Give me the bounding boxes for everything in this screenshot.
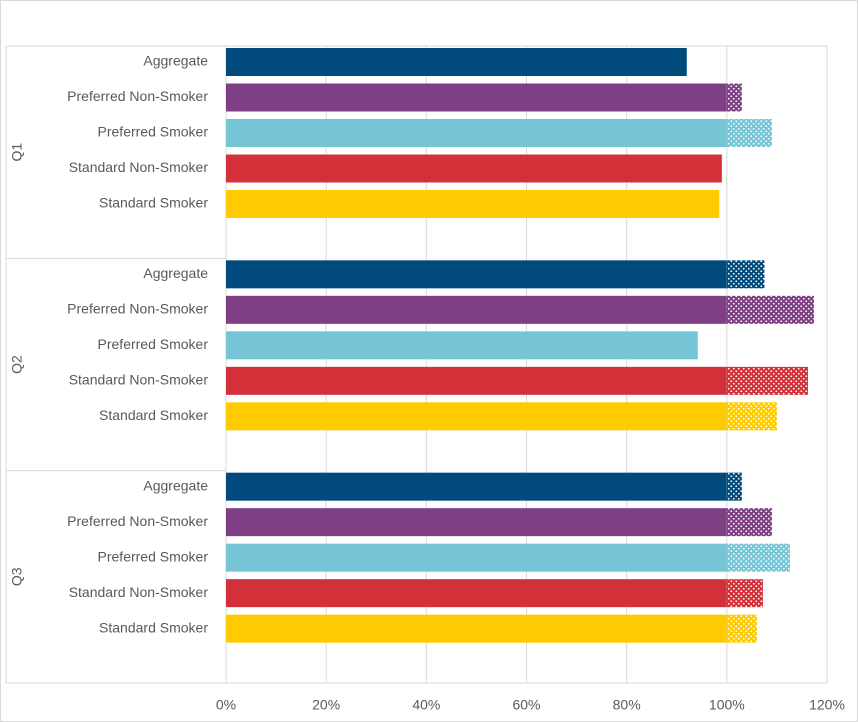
- category-label: Preferred Non-Smoker: [67, 513, 208, 529]
- bar: [226, 154, 722, 183]
- category-label: Standard Smoker: [99, 619, 208, 635]
- bar: [226, 48, 687, 76]
- bar-excess: [726, 543, 790, 572]
- x-tick-label: 40%: [412, 697, 440, 713]
- bar: [226, 402, 727, 431]
- bar: [226, 331, 698, 360]
- bar-excess: [726, 508, 772, 537]
- bar-excess: [726, 614, 757, 643]
- x-tick-label: 100%: [709, 697, 745, 713]
- bar: [226, 260, 727, 289]
- category-label: Standard Non-Smoker: [69, 372, 209, 388]
- bar-excess: [726, 83, 742, 112]
- category-label: Standard Smoker: [99, 407, 208, 423]
- bar: [226, 119, 727, 147]
- bar: [226, 543, 727, 572]
- group-label: Q1: [9, 143, 25, 162]
- bar: [226, 190, 720, 218]
- bar-excess: [726, 472, 742, 501]
- bar: [226, 83, 727, 112]
- category-label: Preferred Smoker: [98, 336, 209, 352]
- category-label: Preferred Smoker: [98, 548, 209, 564]
- category-label: Aggregate: [143, 53, 208, 69]
- bar: [226, 508, 727, 537]
- bar: [226, 295, 727, 324]
- bar-excess: [726, 402, 777, 431]
- x-tick-label: 60%: [512, 697, 540, 713]
- category-label: Standard Non-Smoker: [69, 584, 209, 600]
- category-label: Standard Smoker: [99, 195, 208, 211]
- bar-excess: [726, 260, 765, 289]
- x-tick-label: 20%: [312, 697, 340, 713]
- bar: [226, 614, 727, 643]
- group-label: Q3: [9, 567, 25, 586]
- category-label: Preferred Non-Smoker: [67, 301, 208, 317]
- bar-excess: [726, 295, 814, 324]
- category-label: Standard Non-Smoker: [69, 159, 209, 175]
- x-tick-label: 0%: [216, 697, 236, 713]
- bar: [226, 472, 727, 501]
- bar-excess: [726, 366, 808, 395]
- category-label: Aggregate: [143, 477, 208, 493]
- bar-excess: [726, 119, 772, 147]
- group-label: Q2: [9, 355, 25, 374]
- category-label: Preferred Non-Smoker: [67, 88, 208, 104]
- bar: [226, 579, 727, 608]
- category-label: Preferred Smoker: [98, 124, 209, 140]
- category-label: Aggregate: [143, 265, 208, 281]
- x-tick-label: 120%: [809, 697, 845, 713]
- bar: [226, 366, 727, 395]
- x-tick-label: 80%: [613, 697, 641, 713]
- bar-excess: [726, 579, 763, 608]
